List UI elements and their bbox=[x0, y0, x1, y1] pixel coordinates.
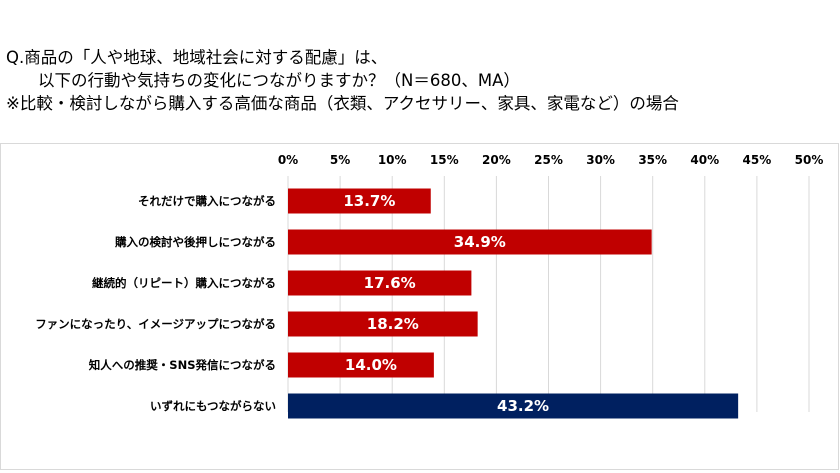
x-tick-label: 20% bbox=[482, 153, 511, 167]
category-label: ファンになったり、イメージアップにつながる bbox=[35, 317, 276, 331]
question-title: Q.商品の「人や地球、地域社会に対する配慮」は、 bbox=[6, 48, 388, 67]
data-label: 14.0% bbox=[345, 356, 397, 374]
bar bbox=[288, 393, 739, 419]
question-note: ※比較・検討しながら購入する高価な商品（衣類、アクセサリー、家具、家電など）の場… bbox=[6, 94, 679, 113]
bar bbox=[288, 311, 478, 337]
data-label: 18.2% bbox=[367, 315, 419, 333]
data-label: 13.7% bbox=[343, 192, 395, 210]
bar bbox=[288, 188, 431, 214]
x-tick-label: 35% bbox=[638, 153, 667, 167]
bar bbox=[288, 229, 652, 255]
x-tick-label: 30% bbox=[586, 153, 615, 167]
category-labels: それだけで購入につながる購入の検討や後押しにつながる継続的（リピート）購入につな… bbox=[35, 194, 276, 413]
data-label: 34.9% bbox=[454, 233, 506, 251]
gridlines bbox=[287, 176, 810, 412]
data-labels: 13.7% 34.9% 17.6% 18.2% 14.0% 43.2% bbox=[343, 192, 549, 415]
x-tick-label: 40% bbox=[690, 153, 719, 167]
bar bbox=[288, 270, 472, 296]
category-label: いずれにもつながらない bbox=[150, 399, 276, 413]
question-header: Q.商品の「人や地球、地域社会に対する配慮」は、 以下の行動や気持ちの変化につな… bbox=[6, 46, 836, 115]
question-subtitle: 以下の行動や気持ちの変化につながりますか？（N＝680、MA） bbox=[38, 71, 520, 90]
bar-chart: 0% 5% 10% 15% 20% 25% 30% 35% 40% 45% 50% それだけで購入に… bbox=[35, 153, 824, 419]
x-tick-label: 45% bbox=[743, 153, 772, 167]
x-tick-label: 10% bbox=[378, 153, 407, 167]
chart-frame: 0% 5% 10% 15% 20% 25% 30% 35% 40% 45% 50% それだけで購入に… bbox=[0, 143, 839, 470]
data-label: 17.6% bbox=[364, 274, 416, 292]
bars bbox=[288, 188, 739, 419]
x-axis-tick-labels: 0% 5% 10% 15% 20% 25% 30% 35% 40% 45% 50% bbox=[278, 153, 824, 167]
category-label: 知人への推奨・SNS発信につながる bbox=[88, 358, 276, 372]
data-label: 43.2% bbox=[497, 397, 549, 415]
category-label: 継続的（リピート）購入につながる bbox=[92, 276, 276, 290]
category-label: 購入の検討や後押しにつながる bbox=[114, 235, 276, 249]
category-label: それだけで購入につながる bbox=[138, 194, 276, 208]
x-tick-label: 15% bbox=[430, 153, 459, 167]
x-tick-label: 25% bbox=[534, 153, 563, 167]
x-tick-label: 50% bbox=[795, 153, 824, 167]
x-tick-label: 5% bbox=[330, 153, 350, 167]
bar bbox=[288, 352, 434, 378]
x-tick-label: 0% bbox=[278, 153, 298, 167]
